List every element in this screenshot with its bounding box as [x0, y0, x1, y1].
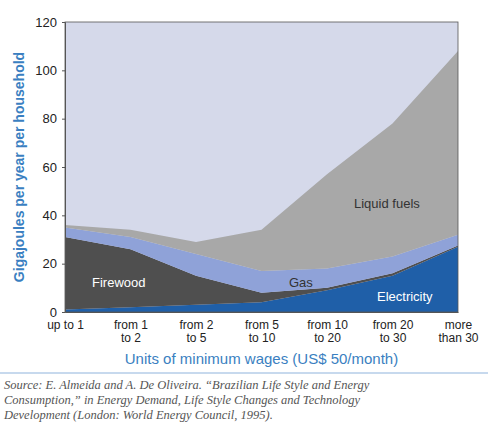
x-tick-label: from 5to 10	[245, 318, 279, 345]
y-tick-label: 40	[43, 208, 57, 223]
y-tick: 80	[43, 111, 65, 126]
x-tick: morethan 30	[438, 312, 478, 345]
y-tick: 100	[35, 63, 65, 78]
chart: 020406080100120up to 1from 1to 2from 2to…	[0, 0, 488, 445]
y-tick-label: 100	[35, 63, 57, 78]
y-axis-line	[62, 23, 66, 313]
series-label: Liquid fuels	[354, 196, 420, 211]
x-tick: from 1to 2	[114, 312, 148, 345]
x-tick: from 2to 5	[179, 312, 213, 345]
x-tick: from 10to 20	[307, 312, 348, 345]
x-tick-label: from 20to 30	[373, 318, 414, 345]
x-tick: from 5to 10	[245, 312, 279, 345]
y-tick: 120	[35, 15, 65, 30]
plot-frame	[65, 22, 458, 312]
source-note: Development (London: World Energy Counci…	[3, 408, 273, 422]
y-tick: 20	[43, 256, 65, 271]
y-tick-label: 80	[43, 111, 57, 126]
y-tick-mark	[62, 264, 65, 265]
y-tick: 40	[43, 208, 65, 223]
x-tick-label: morethan 30	[438, 318, 478, 345]
y-tick-mark	[62, 70, 65, 71]
y-axis: 020406080100120	[35, 15, 65, 320]
y-tick-mark	[62, 119, 65, 120]
series-label: Gas	[289, 275, 313, 290]
source-note: Consumption,” in Energy Demand, Life Sty…	[4, 393, 360, 407]
y-tick-label: 60	[43, 160, 57, 175]
y-tick-label: 20	[43, 256, 57, 271]
y-tick-label: 120	[35, 15, 57, 30]
x-axis: up to 1 from 1to 2 from 2to 5 from 5to 10 fr…	[47, 312, 479, 345]
plot-background	[65, 22, 458, 312]
y-axis-title: Gigajoules per year per household	[11, 52, 27, 282]
y-tick-mark	[62, 215, 65, 216]
y-tick-mark	[62, 22, 65, 23]
y-tick-mark	[62, 167, 65, 168]
y-tick-mark	[62, 312, 65, 313]
x-tick-label: from 2to 5	[179, 318, 213, 345]
x-tick-label: from 10to 20	[307, 318, 348, 345]
series-label: Firewood	[92, 275, 145, 290]
y-tick: 60	[43, 160, 65, 175]
x-tick-label: from 1to 2	[114, 318, 148, 345]
x-axis-title: Units of minimum wages (US$ 50/month)	[125, 350, 398, 367]
separator	[0, 373, 488, 374]
x-tick: from 20to 30	[373, 312, 414, 345]
areas	[65, 51, 458, 312]
x-tick: up to 1	[47, 312, 84, 332]
series-label: Electricity	[377, 289, 433, 304]
area-3	[65, 51, 458, 271]
x-tick-label: up to 1	[47, 318, 84, 332]
source-note: Source: E. Almeida and A. De Oliveira. “…	[4, 378, 370, 392]
x-axis-line	[66, 312, 459, 313]
